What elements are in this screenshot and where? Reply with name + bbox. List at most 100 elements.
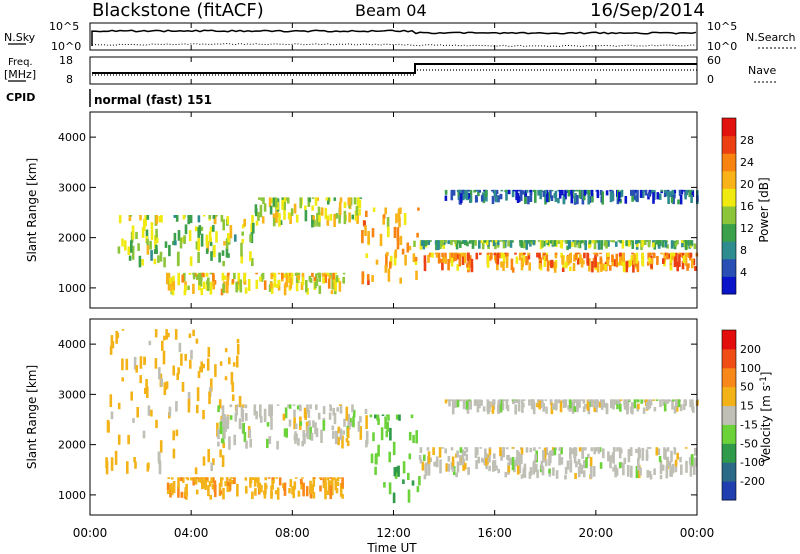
data-cell bbox=[145, 379, 148, 391]
data-cell bbox=[121, 329, 125, 331]
data-cell bbox=[396, 227, 400, 241]
data-cell bbox=[456, 461, 460, 473]
data-cell bbox=[581, 198, 585, 205]
data-cell bbox=[685, 460, 688, 473]
data-cell bbox=[504, 252, 507, 258]
data-cell bbox=[540, 460, 544, 470]
data-cell bbox=[479, 252, 482, 255]
data-cell bbox=[442, 256, 445, 263]
data-cell bbox=[676, 261, 679, 272]
data-cell bbox=[331, 425, 335, 430]
data-cell bbox=[324, 272, 328, 283]
data-cell bbox=[553, 240, 557, 247]
data-cell bbox=[575, 189, 578, 192]
data-cell bbox=[640, 399, 643, 404]
data-cell bbox=[577, 242, 581, 248]
data-cell bbox=[226, 486, 230, 493]
data-cell bbox=[578, 189, 582, 195]
data-cell bbox=[689, 464, 693, 477]
data-cell bbox=[219, 449, 222, 458]
data-cell bbox=[525, 240, 528, 250]
data-cell bbox=[311, 484, 314, 493]
data-cell bbox=[251, 491, 254, 500]
data-cell bbox=[263, 203, 267, 212]
data-cell bbox=[451, 467, 455, 472]
data-cell bbox=[592, 252, 596, 255]
data-cell bbox=[569, 447, 572, 460]
data-cell bbox=[536, 402, 539, 408]
data-cell bbox=[602, 399, 605, 408]
data-cell bbox=[534, 189, 537, 203]
data-cell bbox=[529, 447, 533, 453]
data-cell bbox=[492, 462, 495, 472]
data-cell bbox=[587, 192, 590, 205]
data-cell bbox=[208, 481, 212, 487]
data-cell bbox=[184, 284, 187, 292]
data-cell bbox=[235, 281, 238, 293]
data-cell bbox=[543, 447, 547, 462]
data-cell bbox=[481, 242, 485, 250]
data-cell bbox=[662, 399, 665, 406]
data-cell bbox=[449, 252, 452, 263]
data-cell bbox=[685, 189, 689, 196]
data-cell bbox=[174, 329, 178, 340]
data-cell bbox=[264, 477, 267, 481]
data-cell bbox=[641, 189, 645, 198]
data-cell bbox=[288, 488, 291, 494]
data-cell bbox=[199, 477, 203, 483]
data-cell bbox=[677, 399, 681, 408]
colorbar-swatch bbox=[722, 241, 736, 260]
data-cell bbox=[369, 414, 373, 418]
data-cell bbox=[609, 190, 613, 203]
data-cell bbox=[251, 477, 255, 480]
data-cell bbox=[505, 447, 509, 450]
data-cell bbox=[160, 378, 163, 387]
data-cell bbox=[560, 240, 564, 245]
data-cell bbox=[204, 478, 207, 490]
data-cell bbox=[172, 365, 175, 376]
data-cell bbox=[504, 240, 507, 242]
data-cell bbox=[304, 205, 307, 210]
data-cell bbox=[450, 447, 454, 451]
data-cell bbox=[557, 189, 560, 192]
x-tick-label: 08:00 bbox=[275, 526, 310, 540]
data-cell bbox=[667, 189, 670, 192]
data-cell bbox=[402, 461, 406, 474]
data-cell bbox=[275, 477, 278, 479]
data-cell bbox=[599, 462, 603, 469]
data-cell bbox=[117, 402, 121, 410]
data-cell bbox=[513, 399, 516, 404]
data-cell bbox=[336, 477, 340, 482]
data-cell bbox=[169, 277, 172, 284]
data-cell bbox=[141, 259, 144, 266]
power-ylabel: Slant Range [km] bbox=[25, 158, 39, 262]
data-cell bbox=[208, 391, 211, 405]
data-cell bbox=[375, 259, 379, 265]
data-cell bbox=[288, 419, 292, 427]
data-cell bbox=[228, 482, 231, 492]
data-cell bbox=[456, 264, 459, 271]
data-cell bbox=[659, 475, 663, 480]
data-cell bbox=[589, 465, 593, 479]
data-cell bbox=[590, 399, 594, 408]
data-cell bbox=[480, 457, 484, 463]
data-cell bbox=[220, 288, 224, 296]
data-cell bbox=[345, 406, 349, 421]
data-cell bbox=[179, 237, 183, 249]
data-cell bbox=[629, 447, 633, 456]
data-cell bbox=[673, 405, 677, 414]
data-cell bbox=[644, 189, 648, 196]
data-cell bbox=[194, 467, 198, 475]
data-cell bbox=[475, 460, 478, 469]
data-cell bbox=[175, 401, 178, 412]
velocity-panel: Slant Range [km] 1000 2000 3000 4000 bbox=[25, 318, 700, 516]
data-cell bbox=[439, 240, 442, 249]
data-cell bbox=[537, 189, 540, 196]
data-cell bbox=[435, 243, 438, 251]
data-cell bbox=[529, 467, 533, 476]
velocity-colorbar: 200 100 50 15 -15 -50 -100 -200 bbox=[721, 329, 765, 501]
data-cell bbox=[463, 240, 466, 243]
data-cell bbox=[243, 431, 247, 443]
data-cell bbox=[580, 464, 584, 474]
